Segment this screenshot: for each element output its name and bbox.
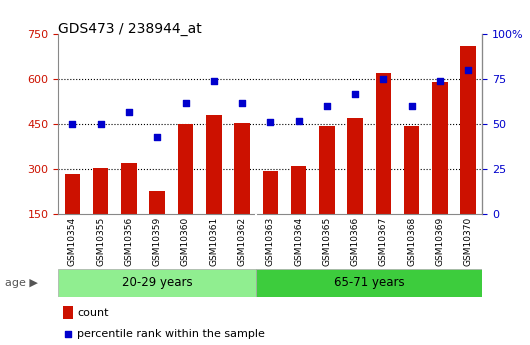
Point	[96, 121, 105, 127]
Text: count: count	[77, 308, 109, 318]
Text: GSM10354: GSM10354	[68, 217, 77, 266]
Point	[64, 331, 72, 337]
Text: GSM10355: GSM10355	[96, 217, 105, 266]
Text: percentile rank within the sample: percentile rank within the sample	[77, 329, 265, 339]
Text: GDS473 / 238944_at: GDS473 / 238944_at	[58, 22, 202, 37]
Point	[323, 104, 331, 109]
Text: age ▶: age ▶	[5, 278, 38, 288]
Bar	[149, 191, 165, 214]
Point	[153, 134, 162, 139]
Point	[209, 78, 218, 84]
Text: GSM10359: GSM10359	[153, 217, 162, 266]
Point	[408, 104, 416, 109]
Point	[266, 120, 275, 125]
Point	[436, 78, 444, 84]
Bar	[404, 126, 419, 214]
Bar	[256, 269, 482, 297]
Point	[294, 118, 303, 124]
Point	[181, 100, 190, 106]
Bar	[376, 73, 391, 214]
Text: 20-29 years: 20-29 years	[122, 276, 192, 289]
Bar	[93, 168, 109, 214]
Text: 65-71 years: 65-71 years	[334, 276, 404, 289]
Point	[125, 109, 133, 115]
Text: GSM10362: GSM10362	[237, 217, 246, 266]
Bar	[206, 115, 222, 214]
Bar	[262, 170, 278, 214]
Text: GSM10367: GSM10367	[379, 217, 388, 266]
Bar	[65, 174, 80, 214]
Text: GSM10356: GSM10356	[125, 217, 134, 266]
Bar	[234, 123, 250, 214]
Bar	[319, 126, 334, 214]
Bar	[178, 124, 193, 214]
Text: GSM10364: GSM10364	[294, 217, 303, 266]
Text: GSM10360: GSM10360	[181, 217, 190, 266]
Point	[238, 100, 246, 106]
Bar	[461, 47, 476, 214]
Text: GSM10363: GSM10363	[266, 217, 275, 266]
Point	[379, 77, 387, 82]
Bar	[432, 82, 448, 214]
Bar	[58, 269, 256, 297]
Bar	[347, 118, 363, 214]
Text: GSM10369: GSM10369	[436, 217, 444, 266]
Text: GSM10368: GSM10368	[407, 217, 416, 266]
Bar	[63, 306, 73, 319]
Text: GSM10366: GSM10366	[351, 217, 359, 266]
Point	[464, 68, 472, 73]
Text: GSM10370: GSM10370	[464, 217, 473, 266]
Point	[351, 91, 359, 97]
Bar	[121, 163, 137, 214]
Text: GSM10361: GSM10361	[209, 217, 218, 266]
Text: GSM10365: GSM10365	[322, 217, 331, 266]
Bar	[291, 166, 306, 214]
Point	[68, 121, 77, 127]
